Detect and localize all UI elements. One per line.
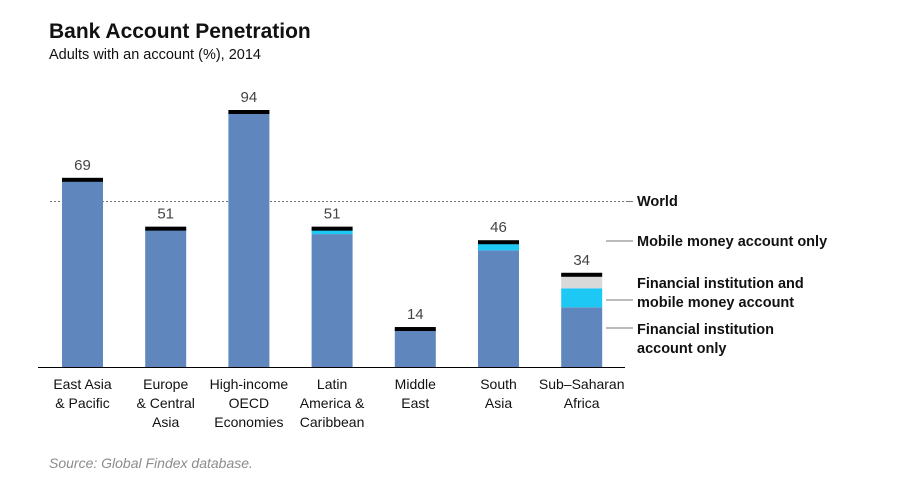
value-label: 94 <box>241 89 258 106</box>
bar-fi-only <box>311 234 353 367</box>
legend-fi-and-mobile: Financial institution and mobile money ac… <box>637 276 804 311</box>
bar-cap <box>228 110 270 114</box>
value-label: 46 <box>490 219 507 236</box>
chart-subtitle: Adults with an account (%), 2014 <box>49 47 261 63</box>
bar-fi-and-mobile <box>311 228 353 235</box>
bar-cap <box>561 272 603 277</box>
value-label: 51 <box>157 206 174 223</box>
value-label: 14 <box>407 306 424 323</box>
bar-fi-only <box>561 307 603 367</box>
category-label: East Asia & Pacific <box>53 376 112 411</box>
legend-fi-only: Financial institution account only <box>637 322 774 357</box>
category-label: South Asia <box>480 376 517 411</box>
legend-mobile-only: Mobile money account only <box>637 234 827 250</box>
bar-cap <box>394 327 436 332</box>
bar-fi-only <box>145 228 187 367</box>
category-label: Middle East <box>395 376 436 411</box>
value-label: 34 <box>573 252 590 269</box>
category-label: High-income OECD Economies <box>210 376 289 430</box>
bar-fi-only <box>62 179 103 367</box>
bar-mobile-only <box>561 274 603 289</box>
bar-cap <box>311 226 353 231</box>
bar-cap <box>62 177 103 182</box>
value-label: 69 <box>74 157 91 174</box>
legend-world: World <box>637 194 678 210</box>
category-label: Sub–Saharan Africa <box>539 376 625 411</box>
bar-fi-only <box>478 250 519 367</box>
bar-cap <box>145 226 187 231</box>
category-label: Latin America & Caribbean <box>300 376 365 430</box>
bar-cap <box>478 240 519 245</box>
chart-title: Bank Account Penetration <box>49 20 311 43</box>
source-note: Source: Global Findex database. <box>49 455 253 471</box>
bar-fi-only <box>228 112 270 367</box>
bar-fi-only <box>394 329 436 367</box>
category-label: Europe & Central Asia <box>137 376 195 430</box>
bar-fi-and-mobile <box>561 288 603 308</box>
bar-fi-and-mobile <box>478 242 519 251</box>
value-label: 51 <box>324 206 341 223</box>
